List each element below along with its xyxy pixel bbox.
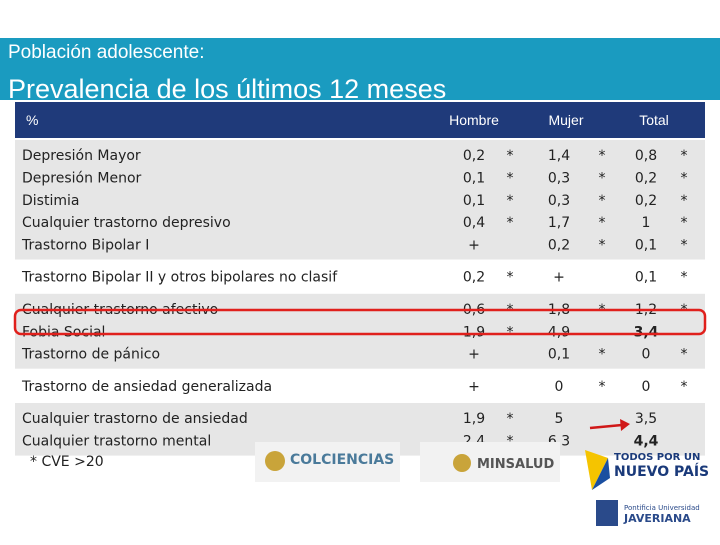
cell-value: 1,9 (463, 411, 485, 427)
row-group-bg (15, 370, 705, 401)
arrow (589, 423, 623, 430)
significance-mark: * (507, 193, 514, 209)
significance-mark: * (507, 215, 514, 231)
row-group-bg (15, 261, 705, 292)
cell-value: 1,4 (548, 148, 570, 164)
significance-mark: * (681, 215, 688, 231)
significance-mark: * (681, 237, 688, 253)
cell-value: 0 (555, 379, 564, 395)
cell-value: 0 (642, 379, 651, 395)
row-label: Trastorno Bipolar I (21, 237, 149, 253)
significance-mark: * (507, 411, 514, 427)
row-label: Trastorno de pánico (21, 347, 160, 363)
cell-value: 0,1 (635, 237, 657, 253)
significance-mark: * (599, 193, 606, 209)
row-label: Trastorno de ansiedad generalizada (21, 379, 272, 395)
row-label: Trastorno Bipolar II y otros bipolares n… (21, 270, 338, 286)
cell-value: 0,1 (635, 270, 657, 286)
row-label: Depresión Menor (22, 170, 142, 186)
column-header: % (26, 112, 38, 128)
cell-value: 3,4 (634, 324, 659, 340)
significance-mark: * (681, 193, 688, 209)
logo-box (420, 442, 560, 482)
subtitle: Población adolescente: (8, 42, 204, 63)
significance-mark: * (681, 270, 688, 286)
logo-text: MINSALUD (477, 457, 554, 472)
cell-value: 0,2 (635, 170, 657, 186)
cell-value: + (468, 237, 480, 253)
logo-text: Pontificia Universidad (624, 504, 700, 512)
cell-value: 0,1 (548, 347, 570, 363)
cell-value: 1,7 (548, 215, 570, 231)
cell-value: 1 (642, 215, 651, 231)
cell-value: 0,1 (463, 170, 485, 186)
logo-text: NUEVO PAÍS (614, 463, 709, 480)
logo-text: COLCIENCIAS (290, 452, 394, 468)
cell-value: + (468, 347, 480, 363)
column-header: Mujer (548, 112, 583, 128)
row-label: Fobia Social (22, 324, 105, 340)
logo-emblem (596, 500, 618, 526)
logo-shape (592, 458, 610, 490)
cell-value: 0,2 (463, 270, 485, 286)
row-label: Distimia (22, 193, 79, 209)
row-group-bg (15, 140, 705, 260)
cell-value: + (553, 270, 565, 286)
significance-mark: * (681, 347, 688, 363)
cell-value: 0,2 (463, 148, 485, 164)
row-label: Depresión Mayor (22, 148, 141, 164)
logo-text: TODOS POR UN (614, 452, 700, 463)
significance-mark: * (681, 170, 688, 186)
significance-mark: * (599, 148, 606, 164)
logo-emblem (265, 451, 285, 471)
significance-mark: * (507, 170, 514, 186)
cell-value: 0,2 (635, 193, 657, 209)
cell-value: 5 (555, 411, 564, 427)
cell-value: 0,3 (548, 193, 570, 209)
significance-mark: * (599, 379, 606, 395)
row-label: Cualquier trastorno de ansiedad (22, 411, 248, 427)
cell-value: 3,5 (635, 411, 657, 427)
cell-value: 0,4 (463, 215, 485, 231)
column-header: Hombre (449, 112, 499, 128)
significance-mark: * (599, 215, 606, 231)
significance-mark: * (507, 433, 514, 449)
table-header (15, 102, 705, 138)
logo-text: JAVERIANA (623, 512, 691, 525)
logo-shape (585, 450, 608, 490)
row-group-bg (15, 293, 705, 369)
column-header: Total (639, 112, 669, 128)
arrow-head (620, 419, 630, 431)
row-label: Cualquier trastorno depresivo (22, 215, 231, 231)
significance-mark: * (681, 148, 688, 164)
significance-mark: * (507, 270, 514, 286)
cell-value: 0,1 (463, 193, 485, 209)
significance-mark: * (599, 347, 606, 363)
significance-mark: * (507, 148, 514, 164)
cell-value: 0,2 (548, 237, 570, 253)
cell-value: 1,9 (463, 324, 485, 340)
significance-mark: * (681, 379, 688, 395)
cell-value: 4,4 (634, 433, 659, 449)
title: Prevalencia de los últimos 12 meses (8, 74, 446, 104)
footnote: * CVE >20 (30, 454, 104, 470)
significance-mark: * (599, 170, 606, 186)
row-label: Cualquier trastorno mental (22, 433, 211, 449)
title-banner (0, 38, 720, 100)
cell-value: 4,9 (548, 324, 570, 340)
cell-value: 0,3 (548, 170, 570, 186)
significance-mark: * (507, 324, 514, 340)
significance-mark: * (599, 237, 606, 253)
cell-value: + (468, 379, 480, 395)
logo-emblem (453, 454, 471, 472)
cell-value: 0 (642, 347, 651, 363)
cell-value: 0,8 (635, 148, 657, 164)
highlight (13, 308, 707, 336)
